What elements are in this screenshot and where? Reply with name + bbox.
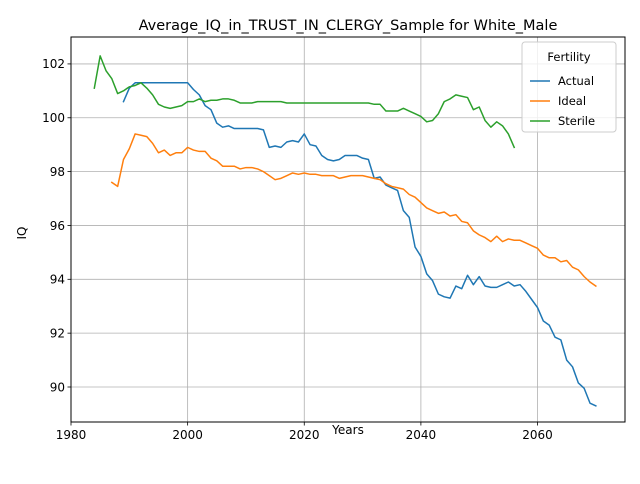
y-tick-label: 102 xyxy=(42,57,65,71)
legend-label-actual: Actual xyxy=(558,74,594,88)
y-tick-label: 90 xyxy=(50,380,65,394)
axis-ticks: 1980 2000 2020 2040 2060 90 92 94 96 98 100 102 xyxy=(42,57,553,442)
y-axis-label: IQ xyxy=(15,227,29,240)
series-line-sterile xyxy=(93,55,516,149)
legend-title: Fertility xyxy=(547,50,590,64)
y-tick-label: 92 xyxy=(50,326,65,340)
y-tick-label: 98 xyxy=(50,165,65,179)
x-tick-label: 2040 xyxy=(406,428,437,442)
x-tick-label: 2020 xyxy=(289,428,320,442)
plot-area-frame xyxy=(70,36,626,423)
legend-box xyxy=(521,41,617,133)
legend-label-ideal: Ideal xyxy=(558,94,586,108)
x-tick-label: 2000 xyxy=(172,428,203,442)
legend-items: Actual Ideal Sterile xyxy=(530,74,595,128)
y-tick-label: 96 xyxy=(50,219,65,233)
series-line-ideal xyxy=(110,133,597,288)
x-tick-label: 1980 xyxy=(56,428,87,442)
y-tick-label: 100 xyxy=(42,111,65,125)
chart-title: Average_IQ_in_TRUST_IN_CLERGY_Sample for… xyxy=(139,18,558,34)
x-axis-label: Years xyxy=(331,423,364,437)
series-lines xyxy=(93,55,597,407)
x-tick-label: 2060 xyxy=(522,428,553,442)
legend-label-sterile: Sterile xyxy=(558,114,595,128)
y-tick-label: 94 xyxy=(50,273,65,287)
legend: Fertility Actual Ideal Sterile xyxy=(521,41,617,133)
